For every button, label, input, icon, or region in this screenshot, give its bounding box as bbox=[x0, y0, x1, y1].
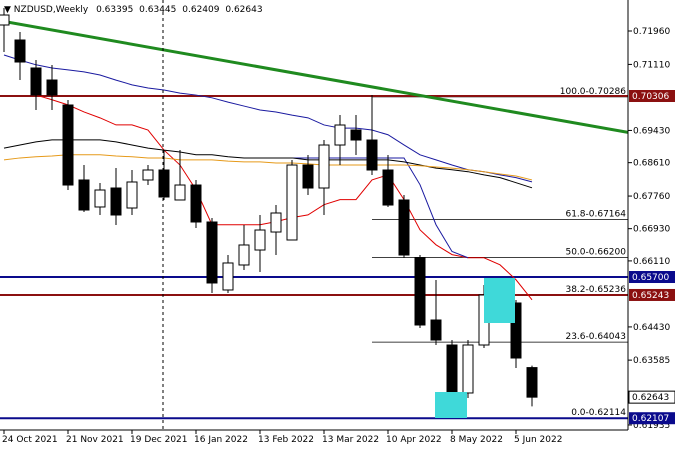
y-tick-label: 0.63585 bbox=[633, 356, 670, 366]
price-box bbox=[629, 412, 675, 425]
trend-line bbox=[0, 19, 629, 134]
candle-body bbox=[30, 67, 42, 96]
fibo-label: 23.6-0.64043 bbox=[565, 332, 626, 342]
x-tick-label: 10 Apr 2022 bbox=[386, 435, 442, 445]
indicator-line bbox=[35, 94, 533, 301]
y-tick-label: 0.68610 bbox=[633, 159, 670, 169]
candle-body bbox=[238, 244, 250, 266]
fibo-label: 61.8-0.67164 bbox=[565, 209, 626, 219]
candle-body bbox=[510, 302, 522, 359]
x-tick-label: 5 Jun 2022 bbox=[514, 435, 562, 445]
x-tick-label: 13 Feb 2022 bbox=[258, 435, 314, 445]
indicator-line bbox=[3, 139, 533, 189]
candle-body bbox=[78, 179, 90, 211]
candle-body bbox=[286, 164, 298, 241]
candle-body bbox=[318, 144, 330, 189]
price-box-label: 0.62107 bbox=[632, 414, 669, 424]
chart-header: ▼ NZDUSD,Weekly 0.63395 0.63445 0.62409 … bbox=[4, 5, 263, 15]
price-box bbox=[629, 90, 675, 103]
y-tick-label: 0.71110 bbox=[633, 60, 670, 70]
header-icon: ▼ bbox=[4, 5, 14, 15]
x-tick-label: 8 May 2022 bbox=[450, 435, 503, 445]
fibo-label: 38.2-0.65236 bbox=[565, 285, 626, 295]
symbol: NZDUSD,Weekly bbox=[14, 5, 89, 15]
current-price-label: 0.62643 bbox=[632, 393, 669, 403]
candle-body bbox=[350, 129, 362, 141]
candle-body bbox=[302, 164, 314, 189]
y-tick-label: 0.69430 bbox=[633, 126, 670, 136]
price-box-label: 0.70306 bbox=[632, 92, 669, 102]
candle-body bbox=[382, 169, 394, 206]
candle-body bbox=[190, 184, 202, 223]
candle-body bbox=[126, 181, 138, 209]
y-tick-label: 0.66930 bbox=[633, 225, 670, 235]
plot-area: 100.0-0.70286 61.8-0.67164 50.0-0.66200 38.… bbox=[0, 8, 629, 420]
x-tick-label: 16 Jan 2022 bbox=[194, 435, 248, 445]
y-tick-label: 0.67760 bbox=[633, 192, 670, 202]
y-tick-label: 0.61935 bbox=[633, 421, 670, 431]
candle-body bbox=[430, 319, 442, 341]
indicator-line bbox=[3, 154, 533, 181]
candle-body bbox=[254, 229, 266, 251]
fibo-label: 0.0-0.62114 bbox=[571, 408, 626, 418]
candle-body bbox=[0, 14, 10, 26]
x-tick-label: 13 Mar 2022 bbox=[322, 435, 379, 445]
header-value: 0.63445 bbox=[139, 5, 176, 15]
candle-body bbox=[142, 169, 154, 181]
x-tick-label: 24 Oct 2021 bbox=[2, 435, 58, 445]
candle-body bbox=[398, 199, 410, 256]
candle-body bbox=[462, 344, 474, 394]
candle-body bbox=[526, 367, 538, 398]
candle-body bbox=[14, 39, 26, 63]
candle-body bbox=[110, 187, 122, 216]
highlight-box bbox=[484, 278, 515, 323]
y-tick-label: 0.71960 bbox=[633, 27, 670, 37]
candle-body bbox=[94, 189, 106, 208]
header-value: 0.62643 bbox=[225, 5, 262, 15]
candle-body bbox=[222, 262, 234, 291]
candle-body bbox=[334, 124, 346, 146]
candle-body bbox=[446, 344, 458, 393]
fibo-label: 100.0-0.70286 bbox=[560, 87, 627, 97]
candle-body bbox=[174, 184, 186, 201]
candle-body bbox=[62, 104, 74, 186]
header-value: 0.62409 bbox=[182, 5, 219, 15]
x-tick-label: 19 Dec 2021 bbox=[130, 435, 188, 445]
current-price-box bbox=[628, 390, 675, 404]
price-box bbox=[629, 288, 675, 301]
candle-body bbox=[158, 169, 170, 198]
price-box-label: 0.65700 bbox=[632, 273, 669, 283]
x-tick-label: 21 Nov 2021 bbox=[66, 435, 124, 445]
y-tick-label: 0.64430 bbox=[633, 323, 670, 333]
candle-body bbox=[414, 257, 426, 326]
candle-body bbox=[206, 221, 218, 284]
candle-body bbox=[366, 139, 378, 171]
price-box-label: 0.65243 bbox=[632, 291, 669, 301]
candle-body bbox=[46, 79, 58, 96]
highlight-box bbox=[435, 392, 467, 418]
fibo-label: 50.0-0.66200 bbox=[565, 247, 626, 257]
indicator-line bbox=[3, 54, 533, 183]
price-box bbox=[629, 271, 675, 284]
candle-body bbox=[270, 212, 282, 233]
y-tick-label: 0.66110 bbox=[633, 257, 670, 267]
header-value: 0.63395 bbox=[96, 5, 133, 15]
